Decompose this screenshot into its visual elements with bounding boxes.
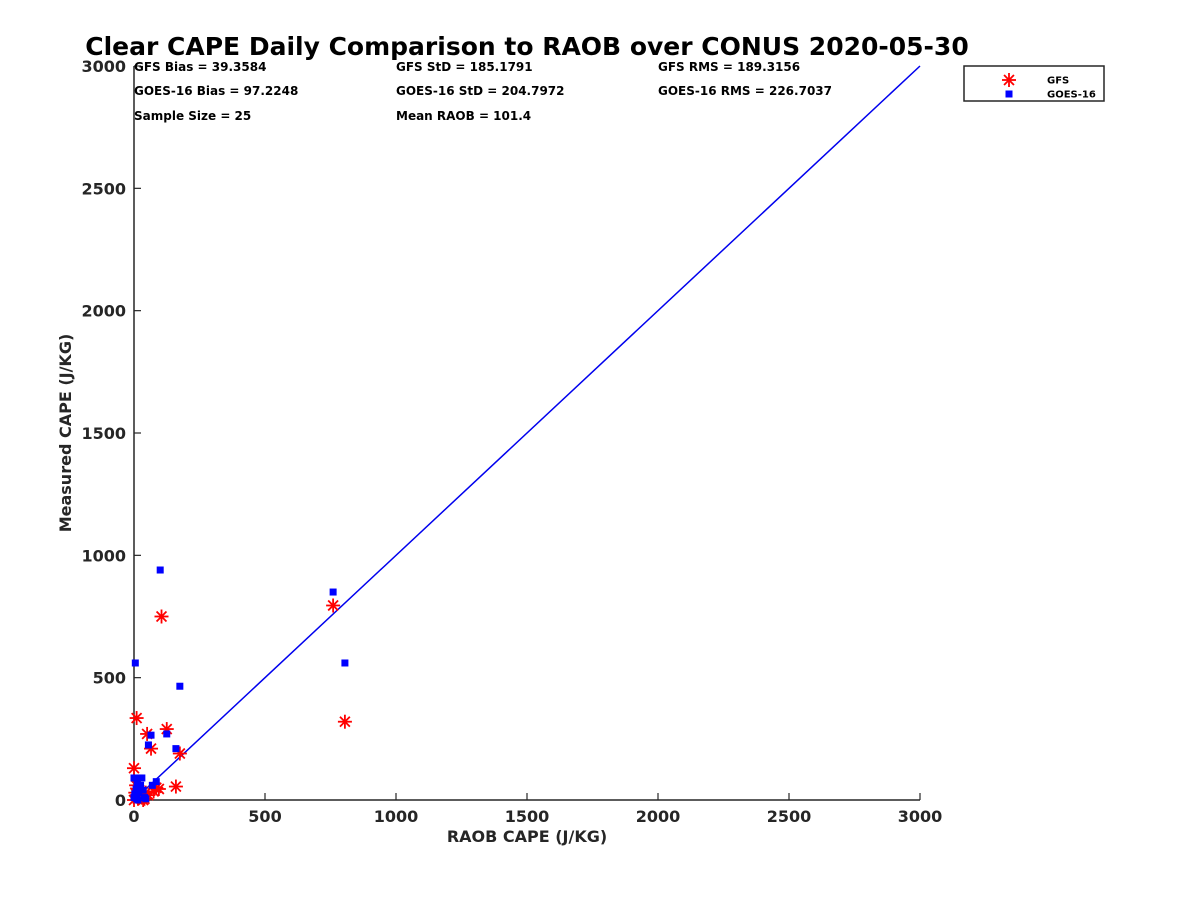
goes16-point bbox=[132, 785, 140, 793]
goes16-point bbox=[134, 796, 142, 804]
y-tick-label: 3000 bbox=[81, 57, 126, 76]
goes16-point bbox=[152, 778, 160, 786]
stat-text: GFS Bias = 39.3584 bbox=[134, 60, 266, 74]
goes16-point bbox=[156, 566, 164, 574]
legend-box bbox=[963, 65, 1105, 102]
asterisk-stroke bbox=[141, 728, 153, 740]
goes16-point bbox=[131, 790, 139, 798]
stat-text: GOES-16 StD = 204.7972 bbox=[396, 84, 565, 98]
y-tick-label: 2000 bbox=[81, 302, 126, 321]
goes16-point bbox=[135, 789, 143, 797]
x-axis-label: RAOB CAPE (J/KG) bbox=[447, 827, 607, 846]
gfs-point bbox=[127, 761, 141, 776]
y-axis-label: Measured CAPE (J/KG) bbox=[56, 334, 75, 533]
x-tick-label: 500 bbox=[248, 807, 281, 826]
series-goes-16 bbox=[130, 566, 349, 804]
goes16-point bbox=[144, 741, 152, 749]
legend-label: GOES-16 bbox=[1047, 90, 1096, 101]
stat-text: Sample Size = 25 bbox=[134, 109, 251, 123]
goes16-point bbox=[130, 794, 138, 802]
stat-text: GFS RMS = 189.3156 bbox=[658, 60, 800, 74]
one-to-one-line bbox=[133, 65, 921, 801]
goes16-point bbox=[130, 774, 138, 782]
legend: GFS GOES-16 bbox=[963, 65, 1105, 102]
asterisk-stroke bbox=[128, 762, 140, 774]
x-tick-label: 1500 bbox=[505, 807, 550, 826]
x-tick-label: 0 bbox=[128, 807, 139, 826]
stat-text: GOES-16 Bias = 97.2248 bbox=[134, 84, 298, 98]
goes16-point bbox=[131, 659, 139, 667]
asterisk-stroke bbox=[131, 712, 143, 724]
goes16-point bbox=[176, 682, 184, 690]
data-points bbox=[127, 566, 352, 807]
goes16-point bbox=[329, 588, 337, 596]
goes16-point bbox=[172, 745, 180, 753]
goes16-point bbox=[138, 774, 146, 782]
goes16-point bbox=[133, 779, 141, 787]
y-tick-label: 0 bbox=[115, 791, 126, 810]
chart-title: Clear CAPE Daily Comparison to RAOB over… bbox=[85, 32, 968, 61]
asterisk-stroke bbox=[170, 780, 182, 793]
gfs-point bbox=[326, 598, 341, 613]
x-tick-label: 3000 bbox=[898, 807, 943, 826]
goes16-point bbox=[147, 731, 155, 739]
goes16-point bbox=[163, 730, 171, 738]
legend-gfs-marker bbox=[1002, 73, 1016, 87]
asterisk-stroke bbox=[339, 716, 351, 728]
x-tick-label: 2500 bbox=[767, 807, 812, 826]
stat-text: Mean RAOB = 101.4 bbox=[396, 109, 531, 123]
asterisk-stroke bbox=[153, 783, 165, 795]
goes16-point bbox=[142, 795, 150, 803]
asterisk-stroke bbox=[1003, 74, 1015, 86]
stat-text: GOES-16 RMS = 226.7037 bbox=[658, 84, 832, 98]
legend-label: GFS bbox=[1047, 76, 1069, 87]
y-tick-label: 500 bbox=[93, 669, 126, 688]
y-tick-label: 1500 bbox=[81, 424, 126, 443]
asterisk-stroke bbox=[155, 610, 168, 623]
reference-line bbox=[133, 65, 921, 801]
gfs-point bbox=[154, 609, 169, 624]
goes16-point bbox=[148, 781, 156, 789]
x-tick-label: 1000 bbox=[374, 807, 419, 826]
stats-block: GFS Bias = 39.3584 GFS StD = 185.1791 GFS … bbox=[134, 60, 832, 123]
gfs-point bbox=[168, 779, 183, 794]
asterisk-stroke bbox=[174, 747, 186, 760]
x-tick-label: 2000 bbox=[636, 807, 681, 826]
goes16-point bbox=[341, 659, 349, 667]
y-tick-label: 1000 bbox=[81, 546, 126, 565]
legend-goes16-marker bbox=[1005, 90, 1013, 98]
stat-text: GFS StD = 185.1791 bbox=[396, 60, 533, 74]
axes: 0 500 1000 1500 2000 2500 3000 0 500 1000 1500 2000… bbox=[81, 57, 942, 826]
gfs-point bbox=[129, 711, 144, 726]
goes16-point bbox=[139, 786, 147, 794]
asterisk-stroke bbox=[145, 743, 157, 755]
asterisk-stroke bbox=[327, 599, 339, 612]
gfs-point bbox=[337, 714, 352, 729]
y-tick-label: 2500 bbox=[81, 179, 126, 198]
